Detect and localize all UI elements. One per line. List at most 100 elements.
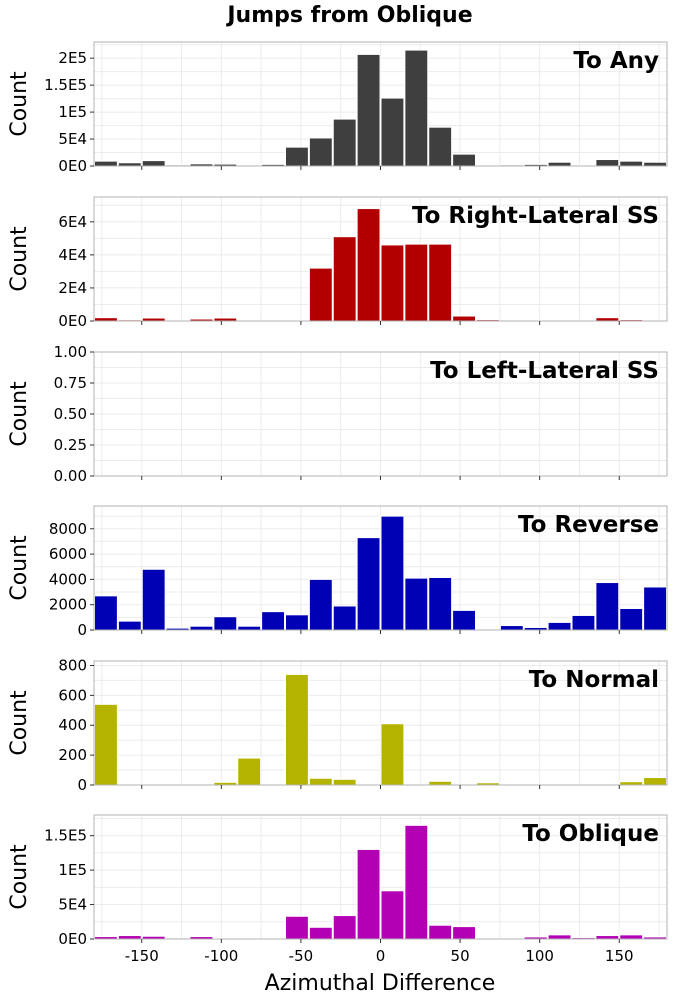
panel-label: To Reverse: [518, 512, 659, 538]
bar: [142, 161, 165, 166]
bar: [214, 617, 237, 630]
bar: [381, 724, 404, 785]
y-tick-label: 0.00: [54, 467, 87, 485]
bar: [333, 237, 356, 321]
bar: [286, 147, 309, 166]
x-tick-label: 150: [605, 947, 634, 965]
bar: [620, 608, 643, 630]
y-tick-label: 0.75: [54, 374, 87, 392]
bar: [548, 935, 571, 939]
y-tick-label: 5E4: [58, 130, 87, 148]
bar: [309, 778, 332, 785]
y-axis-label: Count: [7, 535, 32, 601]
y-tick-label: 400: [58, 716, 87, 734]
y-axis-label: Count: [7, 690, 32, 756]
y-tick-label: 600: [58, 686, 87, 704]
bar: [596, 936, 619, 939]
panel-label: To Any: [573, 48, 659, 74]
bar: [309, 579, 332, 630]
y-tick-label: 1E5: [58, 861, 87, 879]
bar: [286, 615, 309, 630]
bar: [333, 119, 356, 166]
y-tick-label: 800: [58, 656, 87, 674]
bar: [95, 161, 118, 166]
y-tick-label: 1.5E5: [44, 827, 87, 845]
y-axis-label: Count: [7, 381, 32, 447]
x-tick-label: -50: [289, 947, 314, 965]
y-tick-label: 6E4: [58, 213, 87, 231]
bar: [95, 704, 118, 785]
bar: [572, 615, 595, 630]
bar: [453, 610, 476, 630]
y-tick-label: 0.25: [54, 436, 87, 454]
y-axis-label: Count: [7, 71, 32, 137]
x-tick-label: -100: [204, 947, 238, 965]
panel-label: To Right-Lateral SS: [412, 203, 659, 229]
bar: [309, 138, 332, 166]
bar: [429, 244, 452, 321]
y-tick-label: 200: [58, 746, 87, 764]
bar: [381, 245, 404, 321]
bar: [596, 160, 619, 166]
y-tick-label: 8000: [49, 520, 87, 538]
bar: [381, 98, 404, 166]
y-axis-label: Count: [7, 226, 32, 292]
bar: [333, 779, 356, 785]
panel-5: 0 200 400 600 800 Count To Normal: [7, 656, 667, 794]
bar: [309, 927, 332, 939]
y-tick-label: 2E5: [58, 49, 87, 67]
bar: [190, 626, 213, 630]
y-tick-label: 6000: [49, 545, 87, 563]
bar: [596, 583, 619, 630]
y-tick-label: 0E0: [58, 312, 87, 330]
y-tick-label: 5E4: [58, 896, 87, 914]
bar: [644, 587, 667, 630]
bar: [548, 622, 571, 630]
bar: [95, 596, 118, 630]
bar: [453, 927, 476, 939]
bar: [286, 674, 309, 785]
bar: [142, 569, 165, 630]
x-tick-label: 0: [376, 947, 386, 965]
y-tick-label: 1.00: [54, 343, 87, 361]
bar: [286, 916, 309, 939]
bar: [429, 781, 452, 785]
bar: [118, 936, 141, 939]
bar: [118, 621, 141, 630]
bar: [429, 127, 452, 166]
bar: [357, 54, 380, 166]
x-tick-label: -150: [125, 947, 159, 965]
bar: [620, 935, 643, 939]
bar: [405, 244, 428, 321]
panel-label: To Left-Lateral SS: [430, 358, 659, 384]
y-tick-label: 4000: [49, 570, 87, 588]
bar: [333, 916, 356, 939]
bar: [429, 577, 452, 630]
panel-label: To Normal: [529, 667, 659, 693]
bar: [309, 268, 332, 321]
bar: [453, 316, 476, 321]
y-tick-label: 1E5: [58, 103, 87, 121]
bar: [262, 612, 285, 630]
bar: [238, 758, 261, 785]
bar: [381, 516, 404, 630]
y-tick-label: 0: [77, 776, 87, 794]
bar: [500, 626, 523, 630]
bar: [405, 825, 428, 939]
bar: [453, 154, 476, 166]
bar: [644, 778, 667, 785]
y-tick-label: 2000: [49, 596, 87, 614]
bar: [620, 161, 643, 166]
panel-label: To Oblique: [522, 821, 659, 847]
y-tick-label: 0E0: [58, 157, 87, 175]
y-axis-label: Count: [7, 844, 32, 910]
bar: [405, 50, 428, 166]
